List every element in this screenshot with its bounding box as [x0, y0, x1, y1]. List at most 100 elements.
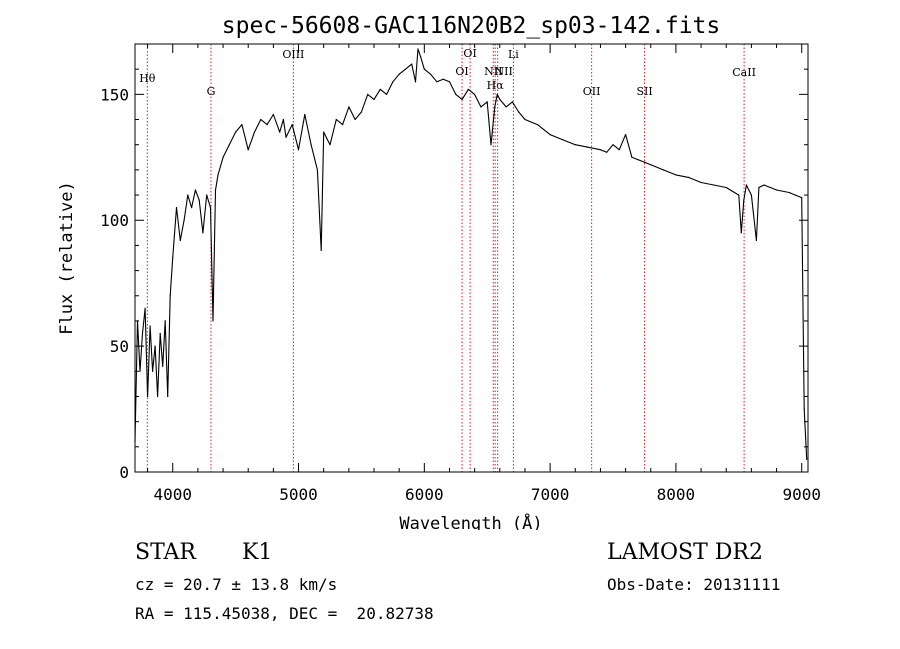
data-point	[499, 98, 501, 100]
y-axis-label: Flux (relative)	[57, 181, 77, 335]
line-label-4: OI	[463, 47, 476, 60]
data-point	[149, 325, 151, 327]
data-point	[297, 149, 300, 151]
coordinates: RA = 115.45038, DEC = 20.82738	[135, 604, 434, 623]
data-point	[139, 370, 141, 372]
data-point	[179, 239, 181, 241]
data-point	[198, 199, 200, 201]
data-point	[342, 124, 344, 126]
data-point	[738, 194, 740, 196]
data-point	[631, 156, 633, 158]
data-point	[599, 149, 602, 151]
axis-ticks: 4000 5000 6000 7000 8000 9000 0 50 100 150	[100, 44, 821, 504]
data-point	[157, 395, 159, 398]
line-label-9: OII	[583, 85, 601, 98]
data-point	[141, 332, 144, 335]
data-point	[235, 131, 237, 133]
x-tick-label: 7000	[531, 485, 570, 504]
data-point	[291, 124, 293, 126]
data-point	[360, 111, 362, 113]
data-point	[511, 101, 513, 103]
data-point	[562, 139, 564, 141]
y-tick-label: 50	[110, 337, 129, 356]
y-tick-label: 0	[119, 463, 129, 482]
object-subclass: K1	[242, 540, 273, 565]
data-point	[285, 136, 287, 138]
data-point	[755, 239, 758, 241]
data-point	[643, 161, 646, 163]
line-label-11: CaII	[732, 66, 756, 79]
data-point	[625, 134, 627, 136]
data-point	[217, 174, 219, 176]
data-point	[144, 307, 146, 309]
data-point	[404, 68, 407, 70]
data-point	[183, 219, 185, 221]
data-point	[776, 189, 778, 191]
data-point	[448, 81, 451, 83]
x-axis-label: Wavelength (Å)	[399, 512, 542, 530]
line-label-10: SII	[636, 85, 652, 98]
data-point	[788, 191, 790, 194]
data-point	[191, 207, 193, 209]
data-point	[637, 159, 639, 161]
line-label-7: NII	[495, 65, 513, 78]
data-point	[700, 181, 702, 184]
data-point	[392, 81, 394, 83]
data-point	[750, 194, 753, 196]
data-point	[222, 156, 224, 158]
data-point	[329, 144, 331, 146]
line-label-5: NII	[484, 65, 502, 78]
x-tick-label: 9000	[782, 485, 821, 504]
data-point	[467, 88, 469, 90]
survey-name: LAMOST DR2	[607, 540, 763, 565]
data-point	[743, 199, 745, 201]
x-tick-label: 4000	[153, 485, 192, 504]
data-point	[549, 134, 551, 136]
data-point	[373, 98, 375, 100]
observation-date: Obs-Date: 20131111	[607, 575, 781, 594]
data-point	[725, 186, 727, 189]
data-point	[172, 257, 174, 259]
data-point	[524, 118, 526, 121]
data-point	[320, 249, 322, 251]
data-point	[687, 176, 690, 178]
data-point	[147, 395, 149, 398]
data-point	[574, 144, 576, 146]
data-point	[430, 73, 432, 75]
data-point	[474, 93, 476, 95]
data-point	[423, 68, 425, 70]
data-point	[154, 345, 156, 347]
redshift-value: cz = 20.7 ± 13.8 km/s	[135, 575, 338, 594]
data-point	[379, 88, 381, 90]
data-point	[247, 149, 249, 151]
data-point	[486, 101, 488, 103]
data-point	[420, 56, 422, 58]
data-point	[212, 320, 214, 322]
data-point	[386, 93, 388, 95]
line-label-2: OIII	[282, 48, 304, 61]
data-point	[414, 81, 417, 83]
data-point	[206, 194, 208, 196]
data-point	[612, 144, 614, 146]
data-point	[228, 144, 230, 146]
data-point	[164, 320, 166, 322]
data-point	[490, 144, 492, 146]
data-point	[496, 93, 498, 95]
data-point	[266, 124, 268, 126]
data-point	[675, 174, 677, 176]
chart-title: spec-56608-GAC116N20B2_sp03-142.fits	[222, 13, 721, 39]
data-point	[442, 78, 444, 80]
data-point	[162, 365, 164, 367]
data-point	[803, 408, 805, 410]
y-tick-label: 150	[100, 85, 129, 104]
data-point	[745, 184, 748, 186]
data-point	[505, 106, 507, 108]
data-point	[606, 151, 608, 153]
line-label-0: Hθ	[139, 72, 156, 85]
data-point	[455, 93, 457, 95]
data-point	[272, 113, 274, 116]
data-point	[436, 81, 438, 83]
data-point	[316, 169, 318, 171]
data-point	[175, 207, 178, 209]
